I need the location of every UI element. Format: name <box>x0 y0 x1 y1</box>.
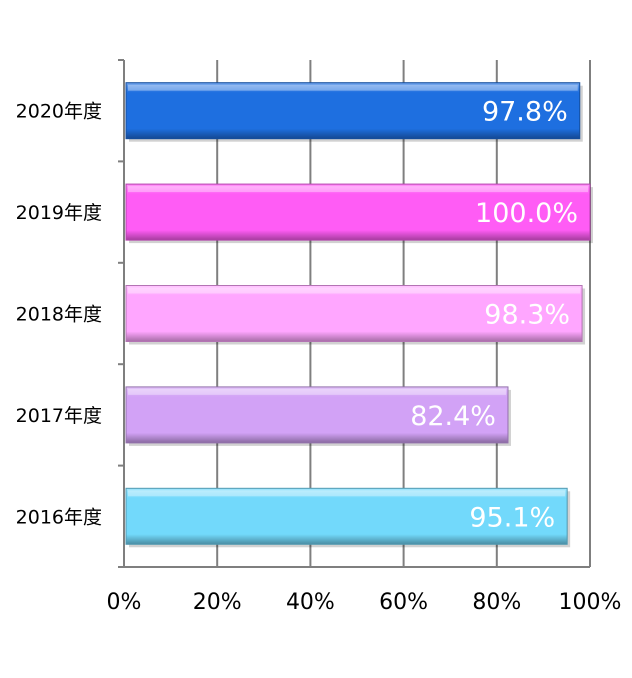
data-label: 100.0% <box>475 198 578 229</box>
axes <box>118 59 590 568</box>
category-label: 2017年度 <box>16 405 102 427</box>
category-labels: 2020年度 2019年度 2018年度 2017年度 2016年度 <box>16 101 102 529</box>
bar-highlight <box>128 388 506 395</box>
category-label: 2019年度 <box>16 202 102 224</box>
x-tick-label: 20% <box>193 590 242 615</box>
data-label: 82.4% <box>410 401 496 432</box>
x-tick-label: 100% <box>559 590 622 615</box>
bar <box>125 183 591 241</box>
bar-highlight <box>128 287 581 294</box>
x-tick-label: 80% <box>472 590 521 615</box>
x-tick-label: 0% <box>107 590 142 615</box>
category-label: 2020年度 <box>16 101 102 123</box>
tick-labels: 0% 20% 40% 60% 80% 100% <box>107 590 622 615</box>
bar-highlight <box>128 490 566 497</box>
category-label: 2016年度 <box>16 506 102 528</box>
data-labels: 97.8% 100.0% 98.3% 82.4% 95.1% <box>410 97 578 534</box>
bar <box>125 285 583 342</box>
x-tick-label: 40% <box>286 590 335 615</box>
bar <box>125 82 581 140</box>
bars <box>125 82 593 548</box>
category-label: 2018年度 <box>16 304 102 326</box>
bar <box>125 386 509 444</box>
bar-highlight <box>128 84 578 91</box>
data-label: 95.1% <box>469 502 555 533</box>
bar-highlight <box>128 186 588 193</box>
data-label: 98.3% <box>484 300 570 331</box>
x-tick-label: 60% <box>379 590 428 615</box>
bar <box>125 487 568 545</box>
data-label: 97.8% <box>482 97 568 128</box>
